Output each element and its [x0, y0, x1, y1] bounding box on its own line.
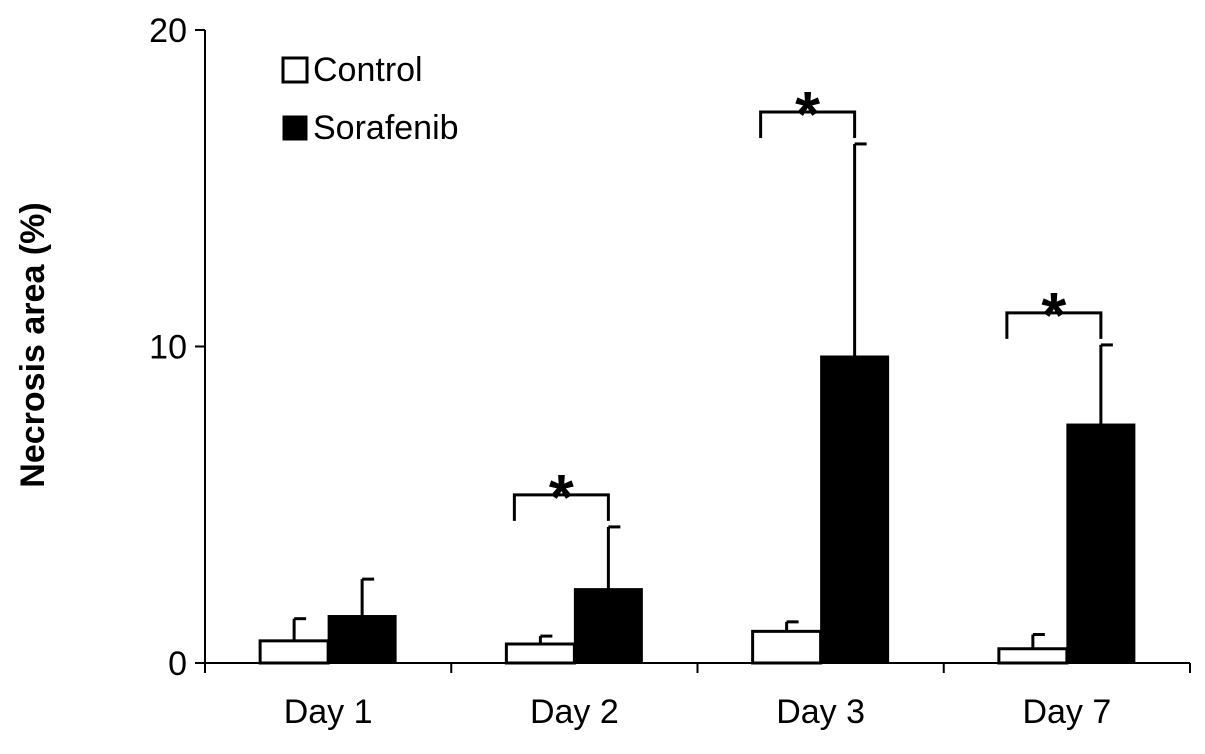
y-tick-label: 0: [168, 645, 187, 683]
x-ticks: Day 1 Day 2 Day 3 Day 7: [204, 663, 1191, 731]
y-tick-label: 20: [149, 12, 187, 50]
significance-bracket: [512, 493, 610, 521]
significance-star: *: [549, 461, 574, 533]
y-ticks: 0 10 20: [149, 12, 205, 683]
bar-sorafenib: [573, 588, 643, 664]
bar-control: [258, 639, 330, 665]
x-tick-label: Day 2: [530, 693, 619, 731]
legend-swatch-sorafenib: [282, 115, 308, 141]
bar-sorafenib: [820, 355, 890, 664]
bar-control: [504, 642, 576, 665]
significance-bracket: [1005, 311, 1103, 339]
bar-control: [751, 629, 823, 665]
significance-star: *: [795, 78, 820, 150]
y-axis-label: Necrosis area (%): [14, 202, 52, 487]
legend: Control Sorafenib: [281, 51, 459, 147]
legend-label-sorafenib: Sorafenib: [313, 109, 459, 147]
bar-control: [997, 647, 1069, 665]
bar-sorafenib: [327, 615, 397, 664]
significance-markers: * * *: [512, 78, 1103, 533]
bars: [258, 355, 1136, 665]
legend-label-control: Control: [313, 51, 423, 89]
x-tick-label: Day 3: [776, 693, 865, 731]
legend-swatch-control: [281, 56, 309, 84]
significance-bracket: [759, 110, 857, 138]
error-bars: [292, 142, 1113, 649]
y-tick-label: 10: [149, 329, 187, 367]
x-tick-label: Day 7: [1022, 693, 1111, 731]
significance-star: *: [1041, 279, 1066, 351]
x-tick-label: Day 1: [284, 693, 373, 731]
bar-sorafenib: [1066, 423, 1136, 664]
